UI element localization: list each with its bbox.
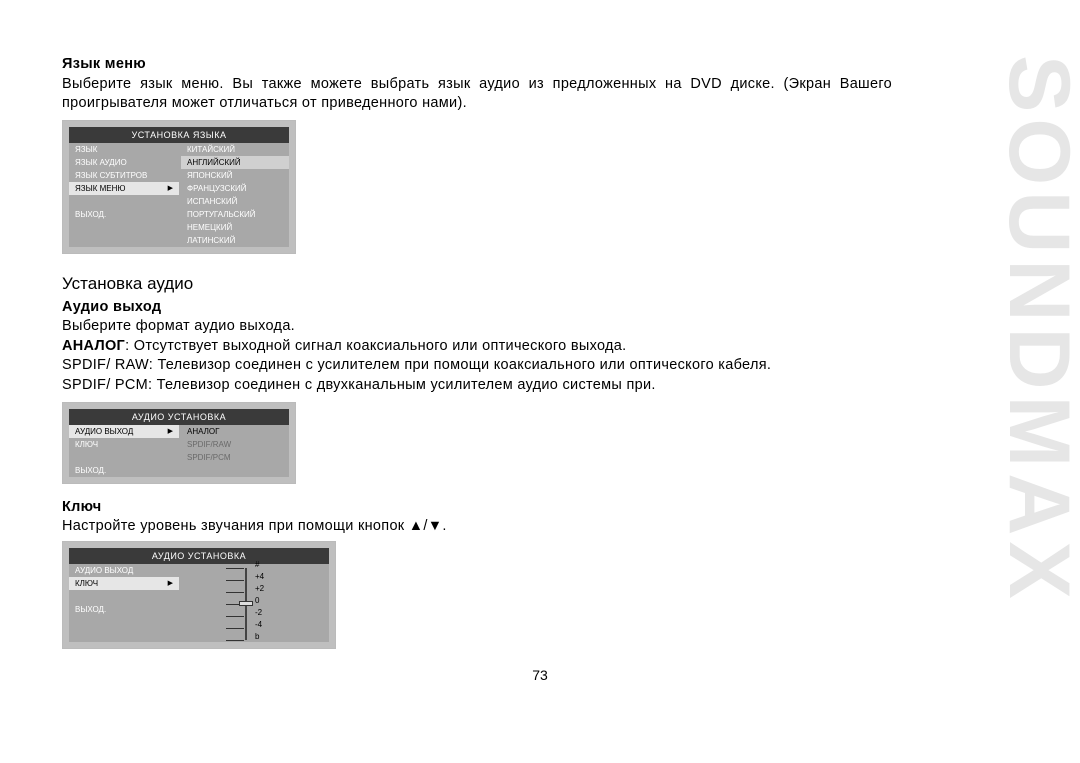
slider-tick-label: b [255, 632, 259, 641]
slider-tick-label: 0 [255, 596, 259, 605]
osd-lang-left-row: ЯЗЫК МЕНЮ▶ [69, 182, 179, 195]
audio-setup-title: Установка аудио [62, 274, 892, 294]
osd-key-left-row [69, 616, 179, 629]
osd-lang-right-row: ФРАНЦУЗСКИЙ [181, 182, 289, 195]
osd-audio-out-title: АУДИО УСТАНОВКА [69, 409, 289, 425]
osd-lang-title: УСТАНОВКА ЯЗЫКА [69, 127, 289, 143]
audio-out-heading: Аудио выход [62, 298, 892, 318]
osd-key-left-row: АУДИО ВЫХОД [69, 564, 179, 577]
osd-lang-left-row: ВЫХОД. [69, 208, 179, 221]
osd-lang: УСТАНОВКА ЯЗЫКА ЯЗЫКЯЗЫК АУДИОЯЗЫК СУБТИ… [62, 120, 296, 254]
audio-out-analog-label: АНАЛОГ [62, 338, 125, 354]
key-heading: Ключ [62, 498, 892, 518]
osd-key-left-row: ВЫХОД. [69, 603, 179, 616]
osd-lang-left-row [69, 221, 179, 234]
osd-key-left-row: КЛЮЧ▶ [69, 577, 179, 590]
page-number: 73 [0, 667, 1080, 683]
slider-tick-label: # [255, 560, 259, 569]
osd-key-title: АУДИО УСТАНОВКА [69, 548, 329, 564]
audio-out-line2: АНАЛОГ: Отсутствует выходной сигнал коак… [62, 337, 892, 357]
osd-lang-left-row: ЯЗЫК СУБТИТРОВ [69, 169, 179, 182]
osd-audio-right-row: SPDIF/PCM [181, 451, 289, 464]
osd-lang-right-row: НЕМЕЦКИЙ [181, 221, 289, 234]
audio-out-line4: SPDIF/ PCM: Телевизор соединен с двухкан… [62, 376, 892, 396]
osd-lang-left-row [69, 195, 179, 208]
osd-lang-left-row [69, 234, 179, 247]
audio-out-analog-desc: : Отсутствует выходной сигнал коаксиальн… [125, 338, 626, 354]
osd-key-left-row [69, 590, 179, 603]
osd-lang-right-row: ЯПОНСКИЙ [181, 169, 289, 182]
brand-watermark: SOUNDMAX [989, 55, 1080, 755]
audio-out-line3: SPDIF/ RAW: Телевизор соединен с усилите… [62, 356, 892, 376]
osd-key-left-row [69, 629, 179, 642]
slider-tick-label: -2 [255, 608, 262, 617]
watermark-text: SOUNDMAX [989, 55, 1080, 605]
slider-tick-label: +4 [255, 572, 264, 581]
osd-lang-right-row: ИСПАНСКИЙ [181, 195, 289, 208]
osd-lang-left-row: ЯЗЫК [69, 143, 179, 156]
key-para: Настройте уровень звучания при помощи кн… [62, 517, 892, 537]
osd-audio-right-row: АНАЛОГ [181, 425, 289, 438]
osd-key: АУДИО УСТАНОВКА АУДИО ВЫХОДКЛЮЧ▶ ВЫХОД. #… [62, 541, 336, 649]
osd-audio-left-row: КЛЮЧ [69, 438, 179, 451]
slider-tick-label: +2 [255, 584, 264, 593]
osd-lang-left-row: ЯЗЫК АУДИО [69, 156, 179, 169]
osd-audio-left-row: АУДИО ВЫХОД▶ [69, 425, 179, 438]
osd-lang-right-row: ЛАТИНСКИЙ [181, 234, 289, 247]
osd-audio-left-row [69, 451, 179, 464]
osd-lang-right-row: ПОРТУГАЛЬСКИЙ [181, 208, 289, 221]
page-content: Язык меню Выберите язык меню. Вы также м… [62, 55, 892, 657]
osd-lang-right-row: КИТАЙСКИЙ [181, 143, 289, 156]
slider-tick-label: -4 [255, 620, 262, 629]
osd-audio-right-row: SPDIF/RAW [181, 438, 289, 451]
osd-lang-right-row: АНГЛИЙСКИЙ [181, 156, 289, 169]
osd-audio-right-row [181, 464, 289, 477]
audio-out-line1: Выберите формат аудио выхода. [62, 317, 892, 337]
key-slider: #+4+20-2-4b [179, 564, 329, 642]
osd-audio-out: АУДИО УСТАНОВКА АУДИО ВЫХОД▶КЛЮЧ ВЫХОД. А… [62, 402, 296, 484]
lang-menu-para: Выберите язык меню. Вы также можете выбр… [62, 75, 892, 114]
osd-audio-left-row: ВЫХОД. [69, 464, 179, 477]
lang-menu-heading: Язык меню [62, 55, 892, 75]
